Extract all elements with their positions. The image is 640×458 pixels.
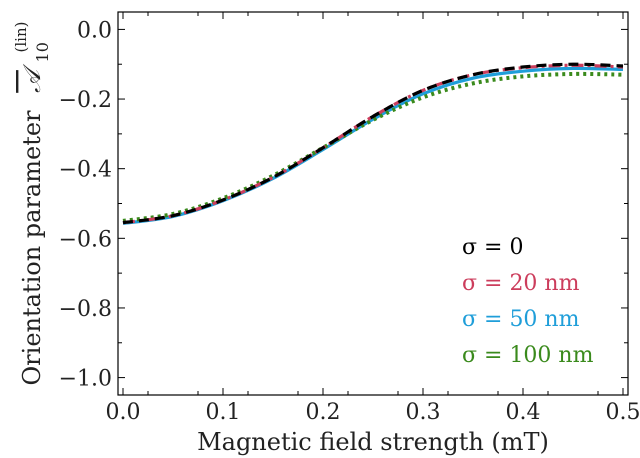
series-line [122, 63, 624, 225]
tick-labels: 0.0 0.1 0.2 0.3 0.4 0.5 0.0 −0.2 −0.4 −0.6 −0.8 −1.… [59, 18, 640, 425]
x-tick-label: 0.5 [606, 400, 640, 425]
axis-ticks [118, 12, 628, 395]
y-axis-label-symbol: 𝒜 [18, 63, 46, 93]
legend-entry: σ = 50 nm [462, 307, 580, 332]
series-line [122, 71, 624, 223]
y-tick-label: 0.0 [77, 18, 112, 43]
series-line [122, 66, 624, 225]
x-tick-label: 0.0 [106, 400, 141, 425]
y-tick-label: −1.0 [59, 367, 112, 392]
y-tick-label: −0.4 [59, 158, 112, 183]
y-axis-label-text: Orientation parameter [18, 110, 46, 386]
legend-entry: σ = 100 nm [462, 343, 594, 368]
series-lines [122, 62, 624, 225]
y-tick-label: −0.6 [59, 227, 112, 252]
x-tick-label: 0.3 [406, 400, 441, 425]
x-tick-label: 0.2 [306, 400, 341, 425]
x-axis-label: Magnetic field strength (mT) [197, 428, 549, 456]
legend: σ = 0 σ = 20 nm σ = 50 nm σ = 100 nm [462, 235, 594, 368]
legend-entry: σ = 20 nm [462, 271, 580, 296]
y-axis-label-group: Orientation parameter 𝒜 10 (lin) [12, 22, 54, 386]
y-axis-label-subscript: 10 [33, 42, 52, 62]
x-tick-label: 0.4 [506, 400, 541, 425]
legend-entry: σ = 0 [462, 235, 523, 260]
y-tick-label: −0.2 [59, 88, 112, 113]
y-tick-label: −0.8 [59, 297, 112, 322]
y-axis-label: Orientation parameter 𝒜 10 (lin) [12, 22, 54, 386]
x-tick-label: 0.1 [206, 400, 241, 425]
series-line [122, 62, 624, 225]
y-axis-label-superscript: (lin) [12, 22, 30, 53]
